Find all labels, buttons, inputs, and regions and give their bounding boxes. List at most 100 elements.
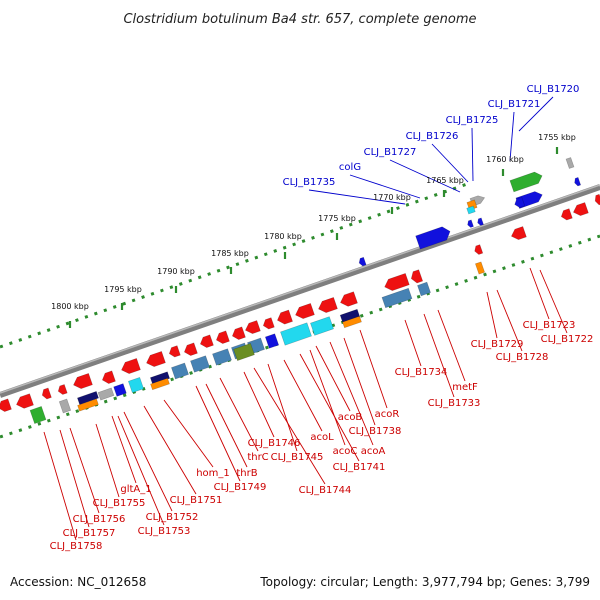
gene-label-top: CLJ_B1720	[527, 84, 580, 95]
gene-cluster	[113, 383, 127, 397]
gene-cluster	[29, 406, 47, 424]
gene-label-bottom: CLJ_B1723	[523, 320, 576, 331]
gene-label-top: CLJ_B1725	[446, 115, 499, 126]
gene-cluster	[97, 387, 115, 401]
callout-line	[143, 405, 197, 495]
tick-rows	[0, 181, 600, 439]
callout-line	[219, 377, 259, 452]
gene-cluster	[410, 269, 424, 284]
gene-cluster	[73, 373, 93, 389]
gene-label-bottom: gltA_1	[120, 484, 151, 495]
gene-bottom	[560, 208, 573, 221]
gene-label-top: CLJ_B1727	[364, 147, 417, 158]
callout-line	[539, 269, 568, 334]
gene-cluster	[280, 322, 312, 346]
gene-cluster	[233, 343, 255, 361]
gene-cluster	[171, 362, 189, 380]
callout-line	[267, 363, 298, 452]
callout-line	[389, 159, 461, 193]
gene-cluster	[339, 308, 361, 324]
scale-label: 1800 kbp	[51, 302, 89, 311]
callout-line	[117, 415, 165, 526]
topology-summary: Topology: circular; Length: 3,977,794 bp…	[259, 575, 590, 589]
callout-line	[509, 111, 515, 162]
scale-label: 1780 kbp	[264, 232, 302, 241]
backbone	[0, 184, 600, 398]
gene-cluster	[190, 355, 210, 373]
gene-label-bottom: CLJ_B1733	[428, 398, 481, 409]
gene-label-bottom: metF	[452, 382, 478, 393]
gene-label-bottom: acoR	[375, 409, 400, 420]
gene-cluster	[16, 393, 34, 409]
gene-labels: CLJ_B1720 CLJ_B1721 CLJ_B1725 CLJ_B1726 CLJ_…	[50, 84, 594, 552]
gene-label-top: CLJ_B1721	[488, 99, 541, 110]
gene-top	[514, 196, 526, 208]
gene-cluster	[0, 398, 12, 412]
gene-label-top: CLJ_B1726	[406, 131, 459, 142]
scale-label: 1765 kbp	[426, 176, 464, 185]
callout-line	[163, 399, 214, 468]
tick-row-outer	[0, 181, 471, 349]
backbone-line	[0, 184, 600, 398]
gene-cluster	[146, 351, 166, 367]
callout-line	[309, 349, 346, 446]
gene-label-bottom: CLJ_B1751	[170, 495, 223, 506]
gene-label-bottom: CLJ_B1746	[248, 438, 301, 449]
scale-label: 1775 kbp	[318, 214, 356, 223]
gene-cluster	[121, 358, 141, 374]
callout-line	[205, 383, 248, 468]
gene-label-bottom: acoB	[338, 412, 363, 423]
callout-line	[349, 174, 421, 199]
callout-line	[123, 411, 173, 512]
map-title: Clostridium botulinum Ba4 str. 657, comp…	[123, 12, 476, 27]
gene-label-bottom: CLJ_B1749	[214, 482, 267, 493]
callout-line	[299, 353, 360, 462]
scale-label: 1785 kbp	[211, 249, 249, 258]
callout-line	[423, 313, 455, 398]
callout-line	[95, 423, 120, 498]
callout-line	[243, 371, 275, 438]
gene-cluster	[215, 330, 230, 344]
gene-label-bottom: CLJ_B1722	[541, 334, 594, 345]
callout-line	[111, 415, 137, 484]
gene-label-bottom: CLJ_B1745	[271, 452, 324, 463]
gene-cluster	[310, 316, 334, 336]
gene-label-bottom: CLJ_B1728	[496, 352, 549, 363]
gene-cluster	[77, 391, 99, 405]
callout-line	[69, 427, 100, 514]
gene-label-bottom: CLJ_B1738	[349, 426, 402, 437]
callout-line	[343, 337, 376, 426]
scale-label: 1770 kbp	[373, 193, 411, 202]
callout-line	[496, 289, 523, 352]
gene-cluster	[127, 376, 145, 394]
callout-line	[471, 127, 474, 182]
gene-cluster	[381, 287, 413, 309]
callout-lines	[43, 96, 568, 541]
gene-label-bottom: CLJ_B1752	[146, 512, 199, 523]
gene-label-bottom: acoL	[310, 432, 334, 443]
callout-line	[315, 345, 351, 412]
callout-line	[43, 431, 77, 541]
gene-cluster	[41, 387, 52, 400]
gene-label-bottom: CLJ_B1734	[395, 367, 448, 378]
gene-top	[358, 256, 367, 267]
gene-label-bottom: CLJ_B1756	[73, 514, 126, 525]
callout-line	[308, 189, 406, 205]
callout-line	[329, 341, 374, 446]
gene-label-top: CLJ_B1735	[283, 177, 336, 188]
gene-cluster	[384, 273, 410, 291]
gene-bottom	[474, 261, 486, 275]
scale-label: 1790 kbp	[157, 267, 195, 276]
gene-cluster	[342, 315, 362, 329]
scale-labels: 1755 kbp 1760 kbp 1765 kbp 1770 kbp 1775 kbp…	[51, 133, 576, 328]
gene-top	[477, 217, 484, 226]
gene-label-bottom: CLJ_B1729	[471, 339, 524, 350]
callout-line	[253, 367, 326, 485]
genes-layer	[0, 157, 600, 424]
callout-line	[437, 309, 466, 382]
callout-line	[518, 96, 554, 132]
gene-bottom	[572, 202, 589, 216]
gene-top	[574, 177, 582, 187]
gene-cluster	[150, 377, 170, 391]
